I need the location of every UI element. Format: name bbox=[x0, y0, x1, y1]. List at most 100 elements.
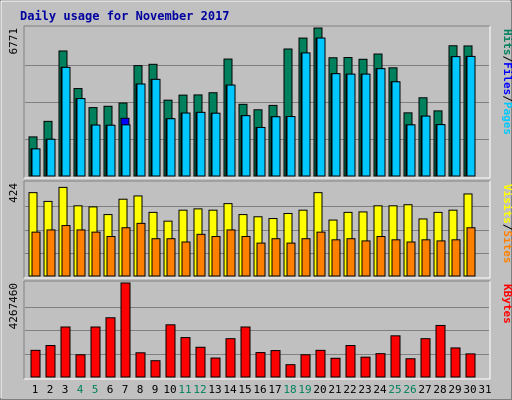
bar-pages-day-6 bbox=[106, 124, 116, 177]
x-tick-label-day-17: 17 bbox=[268, 383, 281, 396]
bar-kbytes-day-8 bbox=[135, 352, 146, 378]
bar-pages-day-22 bbox=[346, 73, 356, 177]
x-tick-label-day-25: 25 bbox=[388, 383, 401, 396]
x-tick-label-day-24: 24 bbox=[373, 383, 387, 396]
bar-kbytes-day-22 bbox=[345, 345, 356, 378]
bar-sites-day-23 bbox=[361, 240, 371, 277]
x-tick-label-day-7: 7 bbox=[122, 383, 129, 396]
x-tick-label-day-5: 5 bbox=[92, 383, 99, 396]
x-tick-label-day-2: 2 bbox=[47, 383, 54, 396]
bar-sites-day-1 bbox=[31, 231, 41, 277]
bar-sites-day-15 bbox=[241, 236, 251, 277]
bar-sites-day-13 bbox=[211, 236, 221, 277]
bar-kbytes-day-21 bbox=[330, 357, 341, 378]
bar-sites-day-28 bbox=[436, 240, 446, 277]
bar-kbytes-day-17 bbox=[270, 350, 281, 378]
bar-pages-day-30 bbox=[466, 55, 476, 177]
bar-sites-day-27 bbox=[421, 239, 431, 277]
bar-kbytes-day-19 bbox=[300, 354, 311, 378]
bar-pages-day-4 bbox=[76, 98, 86, 177]
bar-sites-day-16 bbox=[256, 242, 266, 277]
bar-pages-day-24 bbox=[376, 68, 386, 177]
x-tick-label-day-18: 18 bbox=[283, 383, 296, 396]
legend-hits-files-pages: Hits/Files/Pages bbox=[501, 29, 512, 135]
chart-title: Daily usage for November 2017 bbox=[20, 9, 230, 23]
bar-sites-day-7 bbox=[121, 227, 131, 277]
legend-entry-sites: Sites bbox=[501, 230, 512, 263]
x-tick-label-day-22: 22 bbox=[343, 383, 356, 396]
x-tick-label-day-28: 28 bbox=[433, 383, 446, 396]
bar-kbytes-day-26 bbox=[405, 358, 416, 378]
bar-kbytes-day-1 bbox=[30, 349, 41, 378]
bar-kbytes-day-30 bbox=[465, 353, 476, 378]
y-max-label: 424 bbox=[7, 183, 20, 203]
chart-panels: 6771Hits/Files/Pages424Visits/Sites42674… bbox=[7, 25, 512, 380]
bar-kbytes-day-16 bbox=[255, 352, 266, 378]
bar-pages-day-14 bbox=[226, 84, 236, 177]
bar-pages-day-18 bbox=[286, 116, 296, 177]
bar-kbytes-day-27 bbox=[420, 338, 431, 378]
legend-separator: / bbox=[501, 95, 512, 102]
bar-pages-day-27 bbox=[421, 115, 431, 177]
legend-visits-sites: Visits/Sites bbox=[501, 184, 512, 264]
x-tick-label-day-11: 11 bbox=[178, 383, 191, 396]
bar-sites-day-12 bbox=[196, 233, 206, 277]
bar-kbytes-day-4 bbox=[75, 354, 86, 378]
bar-pages-day-17 bbox=[271, 116, 281, 177]
bar-sites-day-21 bbox=[331, 239, 341, 277]
x-tick-label-day-1: 1 bbox=[32, 383, 39, 396]
bar-kbytes-day-15 bbox=[240, 326, 251, 378]
x-tick-label-day-9: 9 bbox=[152, 383, 159, 396]
x-tick-label-day-6: 6 bbox=[107, 383, 114, 396]
bar-sites-day-14 bbox=[226, 229, 236, 277]
x-tick-label-day-26: 26 bbox=[403, 383, 416, 396]
bar-kbytes-day-6 bbox=[105, 317, 116, 378]
x-tick-label-day-15: 15 bbox=[238, 383, 251, 396]
bar-sites-day-9 bbox=[151, 238, 161, 277]
legend-entry-pages: Pages bbox=[501, 102, 512, 135]
x-tick-label-day-27: 27 bbox=[418, 383, 431, 396]
bar-pages-day-26 bbox=[406, 124, 416, 177]
legend-separator: / bbox=[501, 56, 512, 63]
bar-pages-day-25 bbox=[391, 81, 401, 177]
x-tick-label-day-19: 19 bbox=[298, 383, 311, 396]
x-tick-label-day-29: 29 bbox=[448, 383, 461, 396]
x-tick-label-day-13: 13 bbox=[208, 383, 221, 396]
bar-pages-day-16 bbox=[256, 126, 266, 177]
bar-sites-day-25 bbox=[391, 239, 401, 277]
bar-sites-day-19 bbox=[301, 238, 311, 277]
bar-kbytes-day-28 bbox=[435, 324, 446, 378]
bar-sites-day-18 bbox=[286, 242, 296, 277]
bar-pages-day-29 bbox=[451, 56, 461, 177]
bar-sites-day-10 bbox=[166, 238, 176, 277]
bar-pages-day-12 bbox=[196, 111, 206, 177]
bar-pages-day-15 bbox=[241, 115, 251, 177]
legend-entry-hits: Hits bbox=[501, 29, 512, 56]
bar-pages-day-7 bbox=[121, 124, 131, 177]
bar-pages-day-9 bbox=[151, 78, 161, 177]
bar-pages-day-28 bbox=[436, 124, 446, 177]
bar-kbytes-day-13 bbox=[210, 357, 221, 378]
bar-kbytes-day-25 bbox=[390, 335, 401, 378]
x-tick-label-day-21: 21 bbox=[328, 383, 341, 396]
legend-entry-kbytes: KBytes bbox=[501, 284, 512, 324]
bar-sites-day-26 bbox=[406, 241, 416, 277]
bar-kbytes-day-20 bbox=[315, 349, 326, 378]
bar-sites-day-29 bbox=[451, 239, 461, 277]
bar-kbytes-day-2 bbox=[45, 345, 56, 378]
panel-kbytes: 4267460 KBytes bbox=[7, 280, 512, 380]
x-tick-label-day-3: 3 bbox=[62, 383, 69, 396]
x-tick-label-day-23: 23 bbox=[358, 383, 371, 396]
y-max-label: 4267460 bbox=[7, 283, 20, 329]
bar-sites-day-2 bbox=[46, 229, 56, 277]
x-tick-label-day-4: 4 bbox=[77, 383, 84, 396]
bar-sites-day-22 bbox=[346, 238, 356, 277]
bar-kbytes-day-9 bbox=[150, 360, 161, 378]
x-tick-label-day-30: 30 bbox=[463, 383, 476, 396]
bar-kbytes-day-7 bbox=[120, 282, 131, 378]
bar-pages-day-5 bbox=[91, 124, 101, 177]
legend-separator: / bbox=[501, 224, 512, 231]
bar-sites-day-24 bbox=[376, 236, 386, 277]
